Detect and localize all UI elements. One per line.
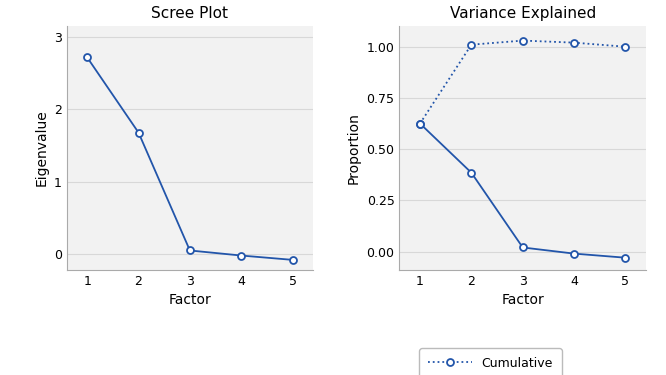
X-axis label: Factor: Factor	[501, 293, 544, 308]
Line: Proportion: Proportion	[416, 120, 629, 261]
Proportion	[519, 245, 527, 250]
Proportion	[621, 255, 629, 260]
Cumulative	[570, 40, 578, 45]
Y-axis label: Eigenvalue: Eigenvalue	[34, 110, 48, 186]
Proportion	[570, 251, 578, 256]
Y-axis label: Proportion: Proportion	[347, 112, 361, 184]
Title: Variance Explained: Variance Explained	[450, 6, 596, 21]
Cumulative	[416, 121, 424, 126]
Proportion	[416, 121, 424, 126]
Cumulative	[468, 42, 476, 47]
Proportion	[468, 171, 476, 175]
Legend: Cumulative, Proportion: Cumulative, Proportion	[419, 348, 562, 375]
Line: Cumulative: Cumulative	[416, 37, 629, 127]
Title: Scree Plot: Scree Plot	[151, 6, 228, 21]
Cumulative	[621, 45, 629, 49]
X-axis label: Factor: Factor	[168, 293, 211, 308]
Cumulative	[519, 38, 527, 43]
